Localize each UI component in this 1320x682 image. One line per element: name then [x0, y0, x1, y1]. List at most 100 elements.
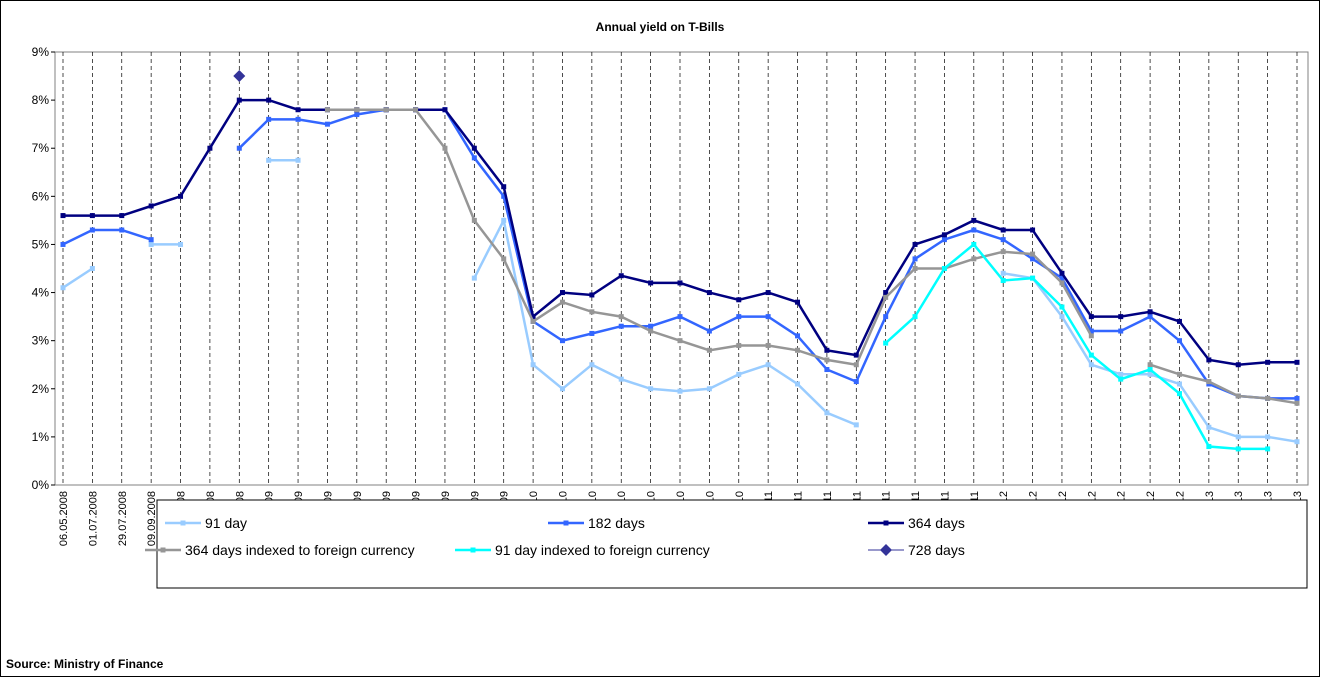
data-point — [706, 386, 712, 392]
data-point — [824, 367, 830, 373]
data-point — [442, 107, 448, 113]
data-point — [618, 314, 624, 320]
data-point — [824, 357, 830, 363]
data-point — [1059, 270, 1065, 276]
data-point — [1088, 333, 1094, 339]
data-point — [1176, 381, 1182, 387]
y-tick-label: 8% — [32, 93, 50, 107]
data-point — [1000, 278, 1006, 284]
data-point — [1235, 434, 1241, 440]
data-point — [1030, 251, 1036, 257]
data-point — [941, 232, 947, 238]
data-point — [178, 193, 184, 199]
y-tick-label: 5% — [32, 237, 50, 251]
legend-label: 364 days indexed to foreign currency — [185, 542, 415, 558]
data-point — [736, 342, 742, 348]
data-point — [266, 97, 272, 103]
data-point — [413, 107, 419, 113]
data-point — [883, 290, 889, 296]
data-point — [677, 280, 683, 286]
data-point — [383, 107, 389, 113]
data-point — [1294, 395, 1300, 401]
data-point — [1118, 371, 1124, 377]
data-point — [1265, 395, 1271, 401]
data-point — [1088, 328, 1094, 334]
x-tick-label: 01.07.2008 — [87, 491, 99, 546]
data-point — [1294, 439, 1300, 445]
data-point — [148, 237, 154, 243]
y-tick-label: 2% — [32, 382, 50, 396]
y-tick-label: 0% — [32, 478, 50, 492]
data-point — [89, 227, 95, 233]
data-point — [677, 314, 683, 320]
data-point — [589, 362, 595, 368]
data-point — [471, 145, 477, 151]
data-point — [1176, 391, 1182, 397]
legend-marker — [880, 544, 892, 556]
data-point — [736, 314, 742, 320]
data-point — [295, 107, 301, 113]
data-point — [1030, 227, 1036, 233]
data-point — [559, 386, 565, 392]
data-point — [618, 273, 624, 279]
data-point — [354, 107, 360, 113]
data-point — [178, 241, 184, 247]
data-point — [1000, 270, 1006, 276]
data-point — [1059, 275, 1065, 281]
data-point — [295, 116, 301, 122]
data-point — [60, 285, 66, 291]
data-point — [765, 290, 771, 296]
data-point — [795, 381, 801, 387]
data-point — [1118, 314, 1124, 320]
data-point — [119, 213, 125, 219]
data-point — [648, 280, 654, 286]
legend-label: 91 day — [205, 515, 247, 531]
data-point — [1000, 249, 1006, 255]
data-point — [1088, 352, 1094, 358]
data-point — [648, 328, 654, 334]
data-point — [883, 340, 889, 346]
data-point — [1059, 314, 1065, 320]
data-point — [853, 422, 859, 428]
data-point — [89, 266, 95, 271]
data-point — [1030, 256, 1036, 262]
data-point — [324, 107, 330, 113]
data-point — [1294, 400, 1300, 406]
data-point — [706, 290, 712, 296]
data-point — [1265, 446, 1271, 452]
data-point — [236, 145, 242, 151]
data-point — [501, 184, 507, 190]
data-point — [824, 410, 830, 416]
data-point — [912, 256, 918, 262]
data-point — [148, 203, 154, 209]
data-point — [1059, 280, 1065, 286]
data-point — [1176, 318, 1182, 324]
data-point — [648, 323, 654, 329]
data-point — [119, 227, 125, 233]
legend-marker — [470, 547, 476, 553]
data-point — [207, 145, 213, 151]
data-point — [266, 157, 272, 163]
data-point — [324, 121, 330, 127]
data-point — [501, 217, 507, 223]
plot-area — [54, 51, 1309, 486]
data-point — [266, 116, 272, 122]
data-point — [1294, 359, 1300, 365]
data-point — [912, 241, 918, 247]
data-point — [795, 347, 801, 353]
data-point — [471, 217, 477, 223]
data-point — [1176, 338, 1182, 344]
data-point — [589, 292, 595, 298]
y-tick-label: 1% — [32, 430, 50, 444]
data-point — [501, 193, 507, 199]
data-point — [589, 330, 595, 336]
data-point — [1206, 424, 1212, 430]
data-point — [1147, 367, 1153, 373]
data-point — [618, 323, 624, 329]
legend-marker — [883, 520, 889, 526]
data-point — [677, 338, 683, 344]
data-point — [883, 314, 889, 320]
legend-box — [156, 499, 1308, 589]
data-point — [1235, 362, 1241, 368]
data-point — [1118, 376, 1124, 382]
